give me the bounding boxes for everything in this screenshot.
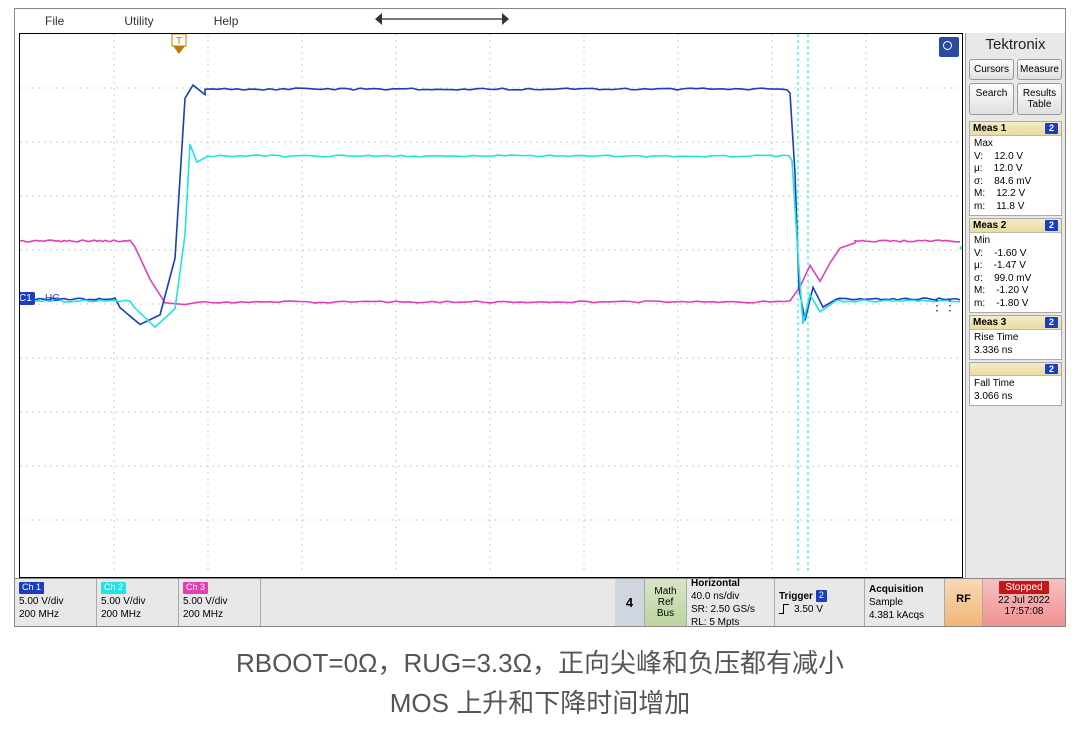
acq-mode: Sample [869,596,940,609]
slider-left-icon [375,13,382,25]
rising-edge-icon [779,604,791,614]
horizontal-box[interactable]: Horizontal 40.0 ns/div SR: 2.50 GS/s RL:… [687,579,775,626]
channel-box-3[interactable]: Ch 3 5.00 V/div 200 MHz [179,579,261,626]
horiz-sr: SR: 2.50 GS/s [691,603,770,616]
meas-ch: 2 [1045,364,1058,374]
scope-window: File Utility Help T C1 HG ⋮⋮ Tektronix C… [14,8,1066,627]
zoom-icon[interactable] [939,37,959,57]
meas-title: Rise Time [974,332,1057,345]
brand-label: Tektronix [966,33,1065,59]
meas-row: 3.066 ns [974,391,1057,404]
meas-row: M: 12.2 V [974,188,1057,201]
ch2-ref-arrow-icon [959,243,963,253]
stopped-tag: Stopped [999,581,1048,594]
svg-text:T: T [176,36,182,47]
ch-bw: 200 MHz [101,609,141,620]
meas-row: σ: 99.0 mV [974,273,1057,286]
acq-count: 4.381 kAcqs [869,609,940,622]
meas-row: m: -1.80 V [974,298,1057,311]
meas-row: μ: 12.0 V [974,163,1057,176]
horizontal-header: Horizontal [691,577,770,590]
ch1-label: C1 [19,292,35,305]
measure-button[interactable]: Measure [1017,59,1062,80]
ch-tag: Ch 3 [183,582,208,594]
ch-tag: Ch 1 [19,582,44,594]
stop-date: 22 Jul 2022 [985,595,1063,606]
menu-help[interactable]: Help [214,14,239,28]
meas-title: Max [974,138,1057,151]
trigger-ch: 2 [816,590,827,602]
channel-box-2[interactable]: Ch 2 5.00 V/div 200 MHz [97,579,179,626]
meas-box-1[interactable]: Meas 2 2 MinV: -1.60 Vμ: -1.47 Vσ: 99.0 mV… [969,218,1062,313]
meas-title: Fall Time [974,378,1057,391]
meas-row: σ: 84.6 mV [974,176,1057,189]
ch-bw: 200 MHz [183,609,223,620]
slider-right-icon [502,13,509,25]
stop-time: 17:57:08 [985,606,1063,617]
ch-bw: 200 MHz [19,609,59,620]
horiz-rl: RL: 5 Mpts [691,616,770,629]
trigger-header: Trigger [779,590,813,603]
acquisition-box[interactable]: Acquisition Sample 4.381 kAcqs [865,579,945,626]
meas-hd: Meas 1 [973,123,1006,134]
meas-box-0[interactable]: Meas 1 2 MaxV: 12.0 Vμ: 12.0 Vσ: 84.6 mVM:… [969,121,1062,216]
ch-scale: 5.00 V/div [19,596,63,607]
meas-row: μ: -1.47 V [974,260,1057,273]
rf-box[interactable]: RF [945,579,983,626]
bus-label: Bus [649,608,682,619]
math-label: Math [649,586,682,597]
meas-ch: 2 [1045,220,1058,231]
meas-row: m: 11.8 V [974,201,1057,214]
bottom-bar: Ch 1 5.00 V/div 200 MHz Ch 2 5.00 V/div 200 M… [15,578,1065,626]
meas-box-2[interactable]: Meas 3 2 Rise Time3.336 ns [969,315,1062,360]
waveform-display[interactable]: T C1 HG ⋮⋮ [19,33,963,578]
slider-track [382,18,502,20]
math-ref-bus-box[interactable]: Math Ref Bus [645,579,687,626]
search-button[interactable]: Search [969,83,1014,115]
menu-utility[interactable]: Utility [124,14,153,28]
meas-indicator-icon: ⋮⋮ [930,297,956,314]
meas-row: V: 12.0 V [974,151,1057,164]
meas-hd: Meas 2 [973,220,1006,231]
menu-bar: File Utility Help [15,9,1065,33]
top-slider[interactable] [375,13,509,25]
meas-ch: 2 [1045,317,1058,328]
hg-label: HG [42,292,63,305]
ch-scale: 5.00 V/div [101,596,145,607]
side-panel: Tektronix Cursors Measure Search Results… [965,33,1065,578]
channel-box-1[interactable]: Ch 1 5.00 V/div 200 MHz [15,579,97,626]
meas-row: 3.336 ns [974,345,1057,358]
caption-line2: MOS 上升和下降时间增加 [0,683,1080,723]
trigger-level: 3.50 V [794,603,823,616]
meas-row: V: -1.60 V [974,248,1057,261]
menu-file[interactable]: File [45,14,64,28]
meas-row: M: -1.20 V [974,285,1057,298]
trigger-box[interactable]: Trigger 2 3.50 V [775,579,865,626]
acq-header: Acquisition [869,583,940,596]
indicator-4[interactable]: 4 [615,579,645,626]
horiz-timediv: 40.0 ns/div [691,590,770,603]
meas-ch: 2 [1045,123,1058,134]
meas-title: Min [974,235,1057,248]
ch-tag: Ch 2 [101,582,126,594]
ch-scale: 5.00 V/div [183,596,227,607]
meas-hd: Meas 3 [973,317,1006,328]
caption: RBOOT=0Ω，RUG=3.3Ω，正向尖峰和负压都有减小 MOS 上升和下降时… [0,627,1080,724]
waveforms-svg: T [20,34,960,574]
caption-line1: RBOOT=0Ω，RUG=3.3Ω，正向尖峰和负压都有减小 [0,643,1080,683]
ref-label: Ref [649,597,682,608]
meas-box-3[interactable]: 2 Fall Time3.066 ns [969,362,1062,406]
cursors-button[interactable]: Cursors [969,59,1014,80]
run-stop-box[interactable]: Stopped 22 Jul 2022 17:57:08 [983,579,1065,626]
results-table-button[interactable]: Results Table [1017,83,1062,115]
